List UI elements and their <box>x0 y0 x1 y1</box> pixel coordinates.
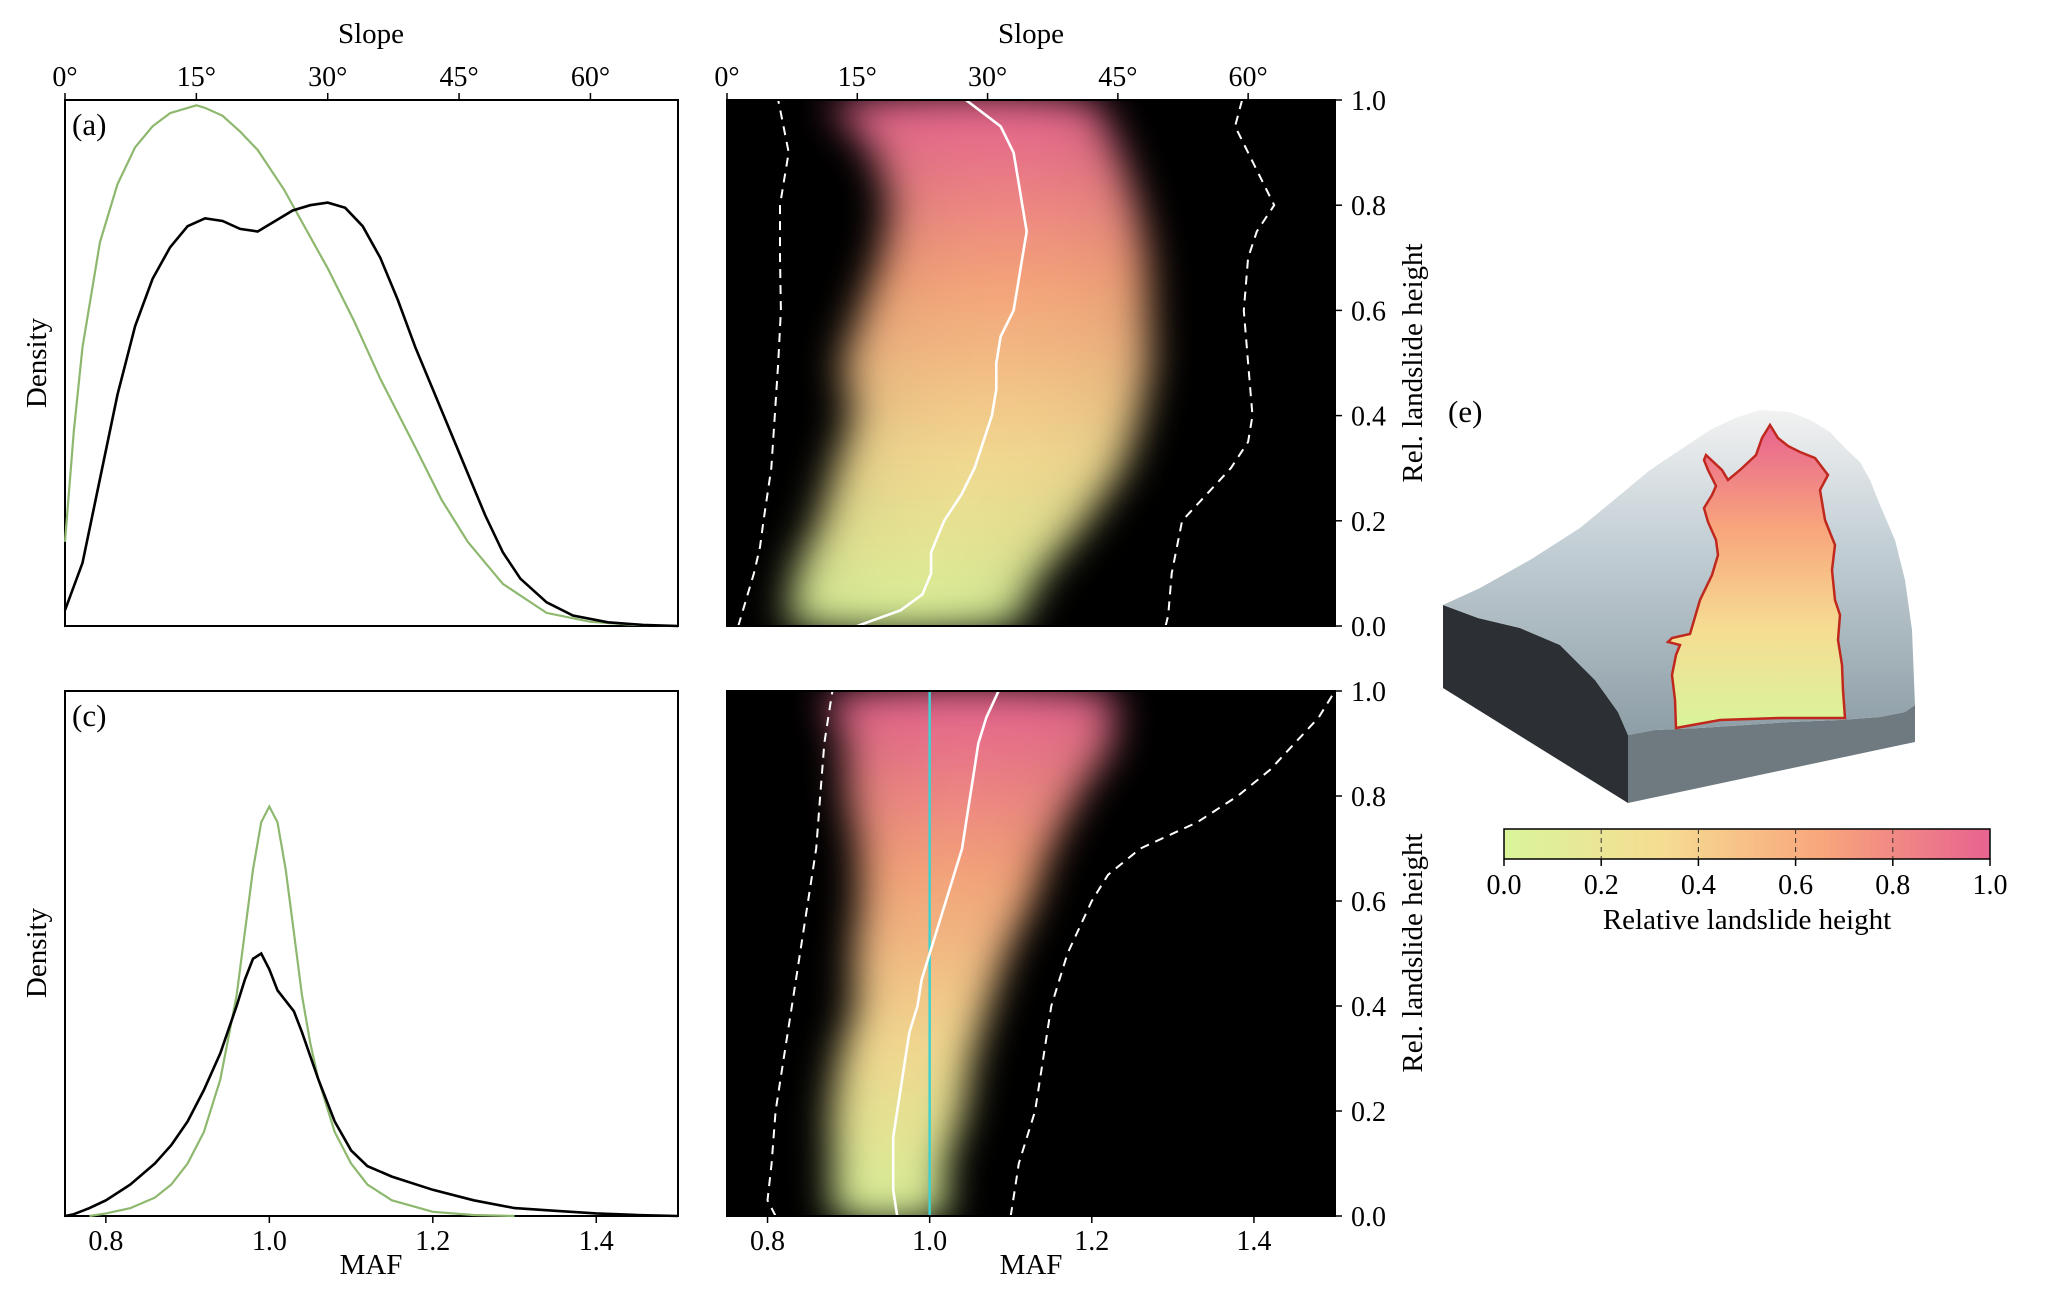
panel-b-upper-quantile-line <box>1164 100 1276 626</box>
panel-d-ytick-label: 0.6 <box>1351 887 1386 918</box>
panel-c-xtick-label: 1.0 <box>252 1226 287 1257</box>
panel-c-label: (c) <box>72 698 106 733</box>
panel-d-xtick-label: 1.0 <box>912 1226 947 1257</box>
panel-c-xtick-label: 1.4 <box>579 1226 614 1257</box>
panel-b-xtick-label: 60° <box>1229 62 1268 93</box>
panel-d-upper-quantile-line <box>1009 691 1335 1216</box>
panel-b-ytick-label: 1.0 <box>1351 86 1386 117</box>
panel-b-median-line <box>856 100 1029 626</box>
panel-b-ylabel: Rel. landslide height <box>1397 243 1429 482</box>
colorbar-tick-label: 0.0 <box>1487 870 1522 901</box>
panel-a-series-0 <box>63 104 679 628</box>
panel-a-series-1 <box>63 201 679 628</box>
panel-b-ytick-label: 0.8 <box>1351 191 1386 222</box>
panel-d-density-band <box>820 691 1122 713</box>
panel-a-xlabel: Slope <box>338 18 404 50</box>
panel-b-lower-quantile-line <box>737 100 790 626</box>
panel-a-xtick-label: 15° <box>177 62 216 93</box>
colorbar-tick-label: 1.0 <box>1973 870 2008 901</box>
panel-c-xlabel: MAF <box>340 1249 403 1281</box>
panel-c-series-1 <box>64 951 679 1218</box>
panel-d-median-line <box>891 691 1000 1216</box>
panel-d-frame <box>726 690 1336 1217</box>
panel-d-xtick-label: 1.4 <box>1236 1226 1271 1257</box>
panel-b-xtick-label: 15° <box>838 62 877 93</box>
panel-a-ylabel: Density <box>21 317 53 408</box>
panel-a-slope-density: 0° 15° 30° 45° 60° (a) Slope Density <box>21 18 679 628</box>
landslide-outline <box>1665 422 1847 730</box>
colorbar <box>1503 828 1991 860</box>
panel-b-frame <box>726 99 1336 627</box>
panel-e-terrain: (e) 0.0 0.2 0.4 0.6 0.8 1.0 Relative landslid… <box>1443 394 2008 936</box>
colorbar-tick-label: 0.6 <box>1778 870 1813 901</box>
colorbar-tick-label: 0.8 <box>1875 870 1910 901</box>
panel-b-slope-heatmap: 0° 15° 30° 45° 60° 0.0 0.2 0.4 0.6 0.8 1.0 (b) Sl… <box>714 18 1429 643</box>
panel-b-density-band <box>827 100 1107 122</box>
terrain-front-face <box>1628 705 1915 803</box>
panel-d-ylabel: Rel. landslide height <box>1397 833 1429 1072</box>
terrain-left-face <box>1443 605 1628 803</box>
panel-d-ytick-label: 0.4 <box>1351 992 1386 1023</box>
panel-d-xtick-label: 1.2 <box>1074 1226 1109 1257</box>
panel-c-ylabel: Density <box>21 907 53 998</box>
panel-d-ytick-label: 0.2 <box>1351 1097 1386 1128</box>
panel-d-xtick-label: 0.8 <box>750 1226 785 1257</box>
panel-b-ytick-label: 0.2 <box>1351 507 1386 538</box>
panel-a-label: (a) <box>72 107 106 142</box>
terrain-block <box>1443 410 1915 803</box>
colorbar-tick-label: 0.2 <box>1584 870 1619 901</box>
panel-b-xtick-label: 30° <box>968 62 1007 93</box>
panel-b-ytick-label: 0.6 <box>1351 296 1386 327</box>
panel-c-maf-density: 0.8 1.0 1.2 1.4 (c) MAF Density <box>21 690 679 1281</box>
panel-a-xtick-label: 0° <box>52 62 77 93</box>
panel-a-xtick-label: 60° <box>571 62 610 93</box>
panel-d-lower-quantile-line <box>766 691 834 1216</box>
panel-c-xtick-label: 1.2 <box>415 1226 450 1257</box>
panel-d-label: (d) <box>732 698 768 733</box>
panel-b-label: (b) <box>732 107 768 142</box>
panel-a-frame <box>64 99 679 627</box>
panel-b-ytick-label: 0.4 <box>1351 402 1386 433</box>
panel-d-ytick-label: 1.0 <box>1351 677 1386 708</box>
panel-e-label: (e) <box>1448 394 1482 429</box>
panel-d-xlabel: MAF <box>1000 1249 1063 1281</box>
panel-a-xtick-label: 45° <box>439 62 478 93</box>
panel-a-xtick-label: 30° <box>308 62 347 93</box>
panel-c-xtick-label: 0.8 <box>88 1226 123 1257</box>
panel-b-ytick-label: 0.0 <box>1351 612 1386 643</box>
panel-b-xtick-label: 45° <box>1098 62 1137 93</box>
panel-d-maf-heatmap: 0.8 1.0 1.2 1.4 0.00.20.40.60.81.0 (d) MAF … <box>726 677 1429 1281</box>
panel-d-ytick-label: 0.0 <box>1351 1202 1386 1233</box>
colorbar-tick-label: 0.4 <box>1681 870 1716 901</box>
panel-b-xlabel: Slope <box>998 18 1064 50</box>
panel-c-series-0 <box>89 804 515 1218</box>
colorbar-label: Relative landslide height <box>1603 904 1891 936</box>
panel-d-ytick-label: 0.8 <box>1351 782 1386 813</box>
panel-c-frame <box>64 690 679 1217</box>
panel-b-xtick-label: 0° <box>714 62 739 93</box>
